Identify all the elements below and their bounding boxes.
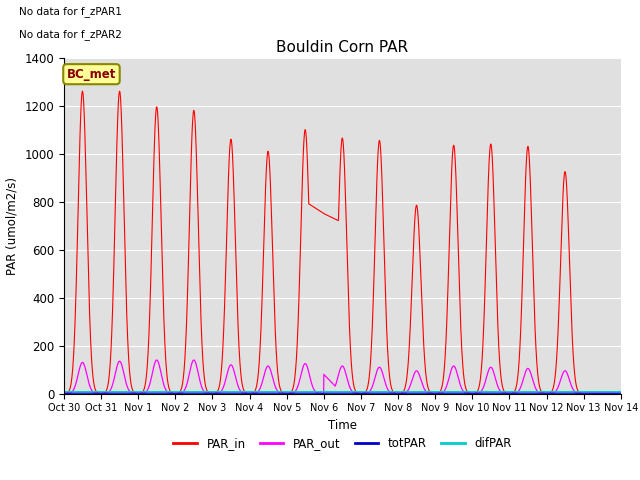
difPAR	[298, 389, 305, 395]
difPAR	[617, 389, 625, 395]
PAR_in	[79, 88, 86, 94]
PAR_in	[124, 336, 131, 342]
difPAR	[274, 389, 282, 395]
PAR_out	[60, 391, 68, 396]
Legend: PAR_in, PAR_out, totPAR, difPAR: PAR_in, PAR_out, totPAR, difPAR	[169, 432, 516, 455]
totPAR	[617, 390, 625, 396]
totPAR	[124, 390, 131, 396]
difPAR	[157, 389, 164, 395]
Title: Bouldin Corn PAR: Bouldin Corn PAR	[276, 40, 408, 55]
PAR_in	[617, 391, 625, 396]
Text: BC_met: BC_met	[67, 68, 116, 81]
PAR_out	[157, 369, 164, 374]
PAR_out	[124, 384, 131, 390]
PAR_in	[60, 391, 68, 396]
Line: PAR_out: PAR_out	[64, 360, 621, 394]
PAR_out	[153, 357, 161, 363]
Text: No data for f_zPAR2: No data for f_zPAR2	[19, 29, 122, 40]
difPAR	[60, 389, 68, 395]
PAR_out	[606, 391, 614, 396]
totPAR	[157, 390, 164, 396]
totPAR	[60, 390, 68, 396]
totPAR	[606, 390, 614, 396]
totPAR	[546, 390, 554, 396]
Line: PAR_in: PAR_in	[64, 91, 621, 394]
PAR_in	[274, 369, 282, 374]
PAR_out	[298, 369, 305, 374]
PAR_in	[580, 391, 588, 396]
PAR_out	[617, 391, 625, 396]
PAR_in	[546, 390, 554, 396]
difPAR	[546, 389, 554, 395]
PAR_in	[298, 197, 305, 203]
PAR_in	[606, 391, 614, 396]
Y-axis label: PAR (umol/m2/s): PAR (umol/m2/s)	[6, 177, 19, 275]
difPAR	[606, 389, 614, 395]
PAR_out	[546, 391, 554, 396]
PAR_out	[274, 388, 282, 394]
PAR_out	[580, 391, 588, 396]
difPAR	[124, 389, 131, 395]
Text: No data for f_zPAR1: No data for f_zPAR1	[19, 6, 122, 17]
totPAR	[274, 390, 282, 396]
PAR_in	[157, 202, 164, 207]
totPAR	[298, 390, 305, 396]
X-axis label: Time: Time	[328, 419, 357, 432]
